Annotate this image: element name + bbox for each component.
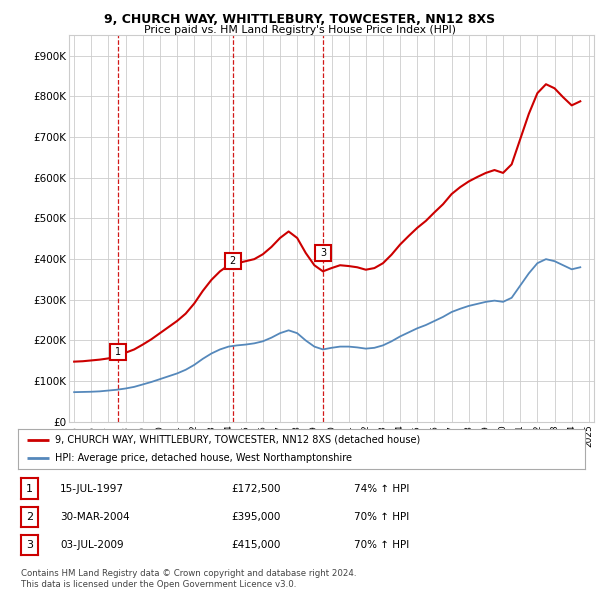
Text: Price paid vs. HM Land Registry's House Price Index (HPI): Price paid vs. HM Land Registry's House … [144, 25, 456, 35]
Text: 9, CHURCH WAY, WHITTLEBURY, TOWCESTER, NN12 8XS: 9, CHURCH WAY, WHITTLEBURY, TOWCESTER, N… [104, 13, 496, 26]
Text: 2: 2 [230, 256, 236, 266]
Text: 3: 3 [320, 248, 326, 258]
Text: 30-MAR-2004: 30-MAR-2004 [60, 512, 130, 522]
Text: 03-JUL-2009: 03-JUL-2009 [60, 540, 124, 550]
Text: 70% ↑ HPI: 70% ↑ HPI [354, 512, 409, 522]
Text: 70% ↑ HPI: 70% ↑ HPI [354, 540, 409, 550]
Text: 1: 1 [115, 347, 121, 357]
Text: 15-JUL-1997: 15-JUL-1997 [60, 484, 124, 493]
Text: Contains HM Land Registry data © Crown copyright and database right 2024.
This d: Contains HM Land Registry data © Crown c… [21, 569, 356, 589]
Text: 74% ↑ HPI: 74% ↑ HPI [354, 484, 409, 493]
Text: 3: 3 [26, 540, 33, 550]
Text: 1: 1 [26, 484, 33, 493]
Text: £415,000: £415,000 [231, 540, 280, 550]
Text: 2: 2 [26, 512, 33, 522]
Text: HPI: Average price, detached house, West Northamptonshire: HPI: Average price, detached house, West… [55, 453, 352, 463]
Text: £172,500: £172,500 [231, 484, 281, 493]
Text: 9, CHURCH WAY, WHITTLEBURY, TOWCESTER, NN12 8XS (detached house): 9, CHURCH WAY, WHITTLEBURY, TOWCESTER, N… [55, 435, 420, 445]
Text: £395,000: £395,000 [231, 512, 280, 522]
